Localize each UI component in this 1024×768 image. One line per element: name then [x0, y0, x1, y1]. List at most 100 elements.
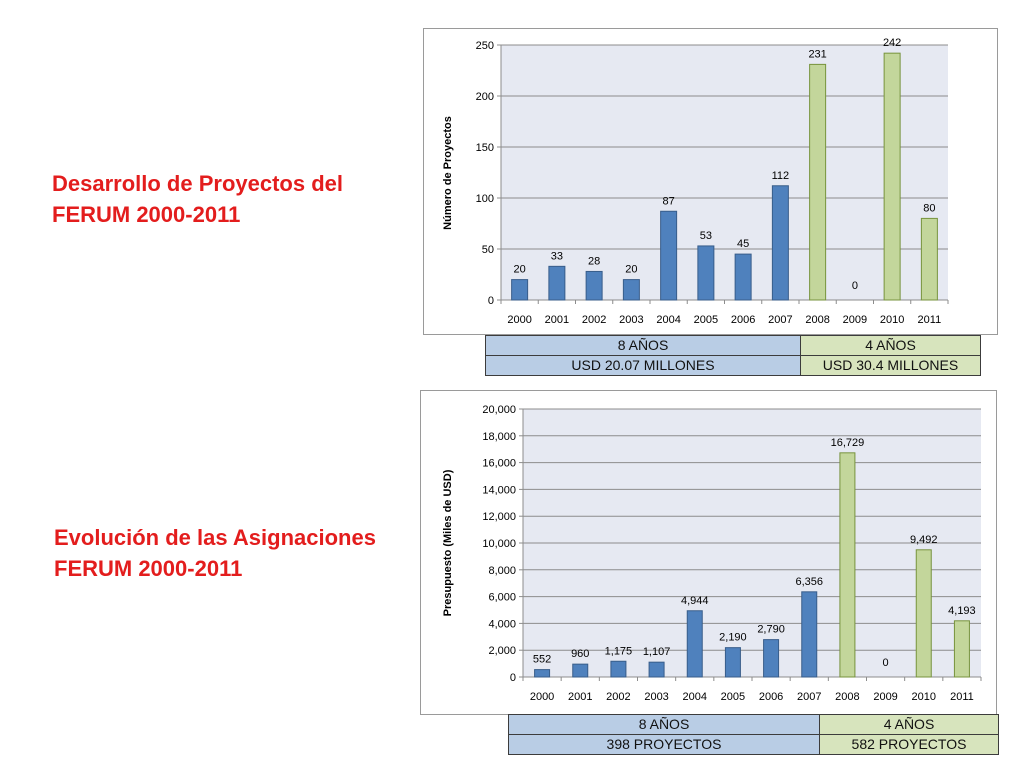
- x-tick-label-2001: 2001: [545, 314, 569, 326]
- data-label-2003: 20: [625, 264, 637, 276]
- x-tick-label-2003: 2003: [644, 691, 668, 703]
- data-label-2010: 242: [883, 37, 901, 49]
- x-tick-label-2004: 2004: [656, 314, 680, 326]
- data-label-2007: 112: [772, 170, 790, 182]
- bar-2002: [610, 660, 627, 678]
- plot-area: [501, 45, 948, 300]
- bar-2001: [548, 265, 566, 301]
- x-tick-label-2002: 2002: [606, 691, 630, 703]
- y-tick-label: 50: [482, 244, 494, 256]
- summary-row-periods: 8 AÑOS 4 AÑOS: [485, 335, 981, 356]
- amount-8-years: USD 20.07 MILLONES: [485, 355, 801, 376]
- bar-2006: [734, 253, 752, 301]
- heading-allocations-line-1: Evolución de las Asignaciones: [54, 525, 376, 550]
- projects-8-years: 398 PROYECTOS: [508, 734, 820, 755]
- x-tick-label-2006: 2006: [759, 691, 783, 703]
- data-label-2009: 0: [883, 657, 889, 669]
- bar-2003: [648, 661, 665, 678]
- heading-allocations-line-2: FERUM 2000-2011: [54, 556, 243, 581]
- bar-2005: [724, 647, 741, 678]
- bar-2000: [511, 279, 529, 301]
- bar-2008: [839, 452, 856, 678]
- data-label-2004: 87: [663, 195, 675, 207]
- y-axis-title: Presupuesto (Miles de USD): [442, 469, 454, 616]
- y-tick-label: 150: [476, 142, 494, 154]
- heading-projects-line-1: Desarrollo de Proyectos del: [52, 171, 343, 196]
- data-label-2002: 1,175: [605, 645, 633, 657]
- period-4-years: 4 AÑOS: [800, 335, 981, 356]
- y-tick-label: 14,000: [482, 484, 516, 496]
- data-label-2009: 0: [852, 280, 858, 292]
- bar-2003: [622, 279, 640, 301]
- bar-2010: [915, 549, 932, 678]
- bar-2000: [534, 669, 551, 678]
- projects-4-years: 582 PROYECTOS: [819, 734, 999, 755]
- y-tick-label: 250: [476, 40, 494, 52]
- x-tick-label-2000: 2000: [530, 691, 554, 703]
- x-tick-label-2001: 2001: [568, 691, 592, 703]
- amount-4-years: USD 30.4 MILLONES: [800, 355, 981, 376]
- bar-2002: [585, 270, 603, 301]
- x-tick-label-2011: 2011: [950, 691, 974, 703]
- x-tick-label-2010: 2010: [880, 314, 904, 326]
- x-tick-label-2009: 2009: [873, 691, 897, 703]
- data-label-2005: 53: [700, 230, 712, 242]
- bar-2007: [801, 591, 818, 678]
- chart-budget: 0 2,000 4,000 6,000 8,000 10,000 12,000 14,000 1…: [420, 390, 997, 715]
- summary-table-budget: 8 AÑOS 4 AÑOS 398 PROYECTOS 582 PROYECTO…: [508, 714, 999, 755]
- period-4-years: 4 AÑOS: [819, 714, 999, 735]
- x-tick-label-2000: 2000: [507, 314, 531, 326]
- data-label-2011: 80: [923, 202, 935, 214]
- bar-2007: [771, 185, 789, 301]
- data-label-2007: 6,356: [795, 576, 823, 588]
- data-label-2001: 33: [551, 250, 563, 262]
- chart-projects-svg: 0 50 100 150 200 250 20 2000 33 2001 28 2002 20 2003 8…: [442, 37, 949, 326]
- summary-row-amounts: USD 20.07 MILLONES USD 30.4 MILLONES: [485, 355, 981, 376]
- x-tick-label-2007: 2007: [768, 314, 792, 326]
- data-label-2001: 960: [571, 648, 589, 660]
- y-tick-label: 8,000: [488, 565, 516, 577]
- data-label-2004: 4,944: [681, 595, 709, 607]
- data-label-2000: 20: [514, 264, 526, 276]
- x-tick-label-2009: 2009: [843, 314, 867, 326]
- data-label-2006: 2,790: [757, 624, 785, 636]
- heading-allocations: Evolución de las Asignaciones FERUM 2000…: [54, 522, 376, 584]
- bar-2008: [809, 63, 827, 301]
- summary-table-projects: 8 AÑOS 4 AÑOS USD 20.07 MILLONES USD 30.…: [485, 335, 981, 376]
- bar-2004: [686, 610, 703, 678]
- data-label-2000: 552: [533, 654, 551, 666]
- summary-row-projects: 398 PROYECTOS 582 PROYECTOS: [508, 734, 999, 755]
- y-tick-label: 0: [510, 672, 516, 684]
- data-label-2003: 1,107: [643, 646, 671, 658]
- heading-projects-line-2: FERUM 2000-2011: [52, 202, 241, 227]
- x-tick-label-2005: 2005: [694, 314, 718, 326]
- bar-2005: [697, 245, 715, 301]
- bar-2001: [572, 663, 589, 678]
- data-label-2002: 28: [588, 255, 600, 267]
- y-tick-label: 12,000: [482, 511, 516, 523]
- data-label-2010: 9,492: [910, 534, 938, 546]
- period-8-years: 8 AÑOS: [485, 335, 801, 356]
- y-tick-label: 0: [488, 295, 494, 307]
- data-label-2006: 45: [737, 238, 749, 250]
- y-tick-label: 200: [476, 91, 494, 103]
- bar-2011: [920, 217, 938, 301]
- bar-2011: [953, 620, 970, 678]
- x-tick-label-2008: 2008: [835, 691, 859, 703]
- y-tick-label: 16,000: [482, 458, 516, 470]
- x-tick-label-2002: 2002: [582, 314, 606, 326]
- bar-2010: [883, 52, 901, 301]
- chart-budget-svg: 0 2,000 4,000 6,000 8,000 10,000 12,000 14,000 1…: [442, 404, 982, 703]
- data-label-2011: 4,193: [948, 605, 976, 617]
- x-tick-label-2005: 2005: [721, 691, 745, 703]
- x-tick-label-2006: 2006: [731, 314, 755, 326]
- y-tick-label: 20,000: [482, 404, 516, 416]
- y-tick-label: 18,000: [482, 431, 516, 443]
- y-tick-label: 6,000: [488, 592, 516, 604]
- y-tick-label: 100: [476, 193, 494, 205]
- period-8-years: 8 AÑOS: [508, 714, 820, 735]
- x-tick-label-2011: 2011: [918, 314, 942, 326]
- y-tick-label: 2,000: [488, 645, 516, 657]
- x-tick-label-2010: 2010: [912, 691, 936, 703]
- x-tick-label-2003: 2003: [619, 314, 643, 326]
